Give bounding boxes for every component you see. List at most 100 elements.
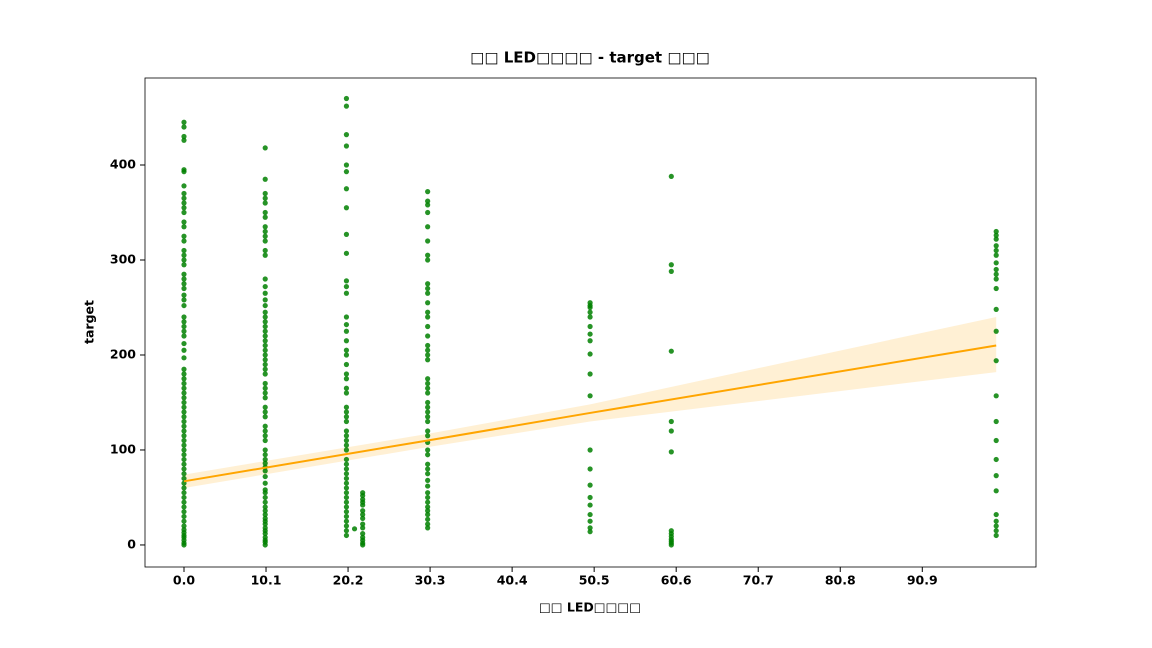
point bbox=[425, 333, 431, 339]
point bbox=[181, 504, 187, 510]
point bbox=[587, 466, 593, 472]
point bbox=[262, 437, 268, 444]
point bbox=[668, 428, 674, 434]
point bbox=[668, 173, 674, 180]
point bbox=[181, 523, 187, 529]
point bbox=[343, 414, 350, 420]
point bbox=[360, 508, 366, 514]
point bbox=[360, 511, 366, 518]
point bbox=[587, 331, 593, 337]
point bbox=[425, 390, 431, 396]
point bbox=[262, 224, 268, 230]
point bbox=[343, 250, 350, 256]
point bbox=[262, 333, 268, 339]
point bbox=[360, 521, 366, 527]
point bbox=[343, 321, 350, 328]
point bbox=[181, 447, 187, 453]
point bbox=[343, 518, 350, 524]
point bbox=[425, 252, 431, 258]
point bbox=[668, 348, 674, 354]
point bbox=[425, 290, 431, 296]
point bbox=[181, 292, 187, 298]
point bbox=[993, 266, 999, 273]
point bbox=[181, 224, 187, 230]
point bbox=[993, 473, 999, 479]
point bbox=[343, 390, 350, 396]
point bbox=[587, 393, 593, 399]
point bbox=[262, 515, 268, 521]
point bbox=[425, 202, 431, 208]
x-axis-label: □□ LED□□□□ bbox=[539, 600, 641, 615]
point bbox=[360, 496, 366, 502]
point bbox=[425, 380, 431, 387]
point bbox=[181, 319, 187, 325]
point bbox=[181, 490, 187, 496]
point bbox=[262, 395, 268, 401]
point bbox=[181, 509, 187, 515]
x-tick-label: 50.5 bbox=[579, 573, 610, 588]
point bbox=[262, 342, 268, 349]
point bbox=[181, 390, 187, 396]
x-tick-label: 20.2 bbox=[333, 573, 364, 588]
point bbox=[181, 124, 187, 130]
point bbox=[587, 371, 593, 377]
point bbox=[181, 371, 187, 377]
point bbox=[668, 418, 674, 425]
point bbox=[262, 200, 268, 206]
point bbox=[343, 352, 350, 358]
point bbox=[343, 513, 350, 520]
point bbox=[181, 281, 187, 287]
point bbox=[181, 466, 187, 472]
point bbox=[343, 490, 350, 496]
point bbox=[262, 176, 268, 182]
point bbox=[425, 347, 431, 353]
point bbox=[343, 371, 350, 377]
point bbox=[425, 490, 431, 496]
point bbox=[993, 418, 999, 425]
point bbox=[993, 252, 999, 258]
point bbox=[343, 523, 350, 529]
point bbox=[181, 404, 187, 410]
point bbox=[993, 358, 999, 364]
point bbox=[343, 347, 350, 353]
point bbox=[425, 516, 431, 522]
point bbox=[262, 494, 268, 501]
point bbox=[425, 323, 431, 330]
point bbox=[343, 504, 350, 510]
point bbox=[343, 186, 350, 192]
point bbox=[993, 328, 999, 334]
point bbox=[181, 347, 187, 353]
point bbox=[343, 428, 350, 434]
point bbox=[181, 475, 187, 482]
point bbox=[181, 137, 187, 143]
point bbox=[668, 449, 674, 455]
point bbox=[262, 414, 268, 420]
point bbox=[993, 511, 999, 518]
point bbox=[425, 257, 431, 263]
point bbox=[262, 385, 268, 391]
point bbox=[181, 433, 187, 439]
point bbox=[587, 338, 593, 344]
point bbox=[993, 236, 999, 242]
point bbox=[425, 511, 431, 518]
point bbox=[425, 357, 431, 363]
point bbox=[425, 342, 431, 349]
point bbox=[262, 409, 268, 415]
point bbox=[343, 475, 350, 482]
point bbox=[262, 290, 268, 296]
point bbox=[262, 511, 268, 518]
point bbox=[262, 323, 268, 330]
point bbox=[425, 399, 431, 406]
point bbox=[425, 376, 431, 382]
point bbox=[262, 404, 268, 410]
point bbox=[343, 205, 350, 211]
x-tick-label: 90.9 bbox=[907, 573, 938, 588]
point bbox=[343, 418, 350, 425]
point bbox=[262, 428, 268, 434]
point bbox=[425, 452, 431, 458]
point bbox=[181, 461, 187, 467]
point bbox=[343, 471, 350, 477]
point bbox=[425, 521, 431, 527]
point bbox=[262, 361, 268, 368]
point bbox=[425, 414, 431, 420]
